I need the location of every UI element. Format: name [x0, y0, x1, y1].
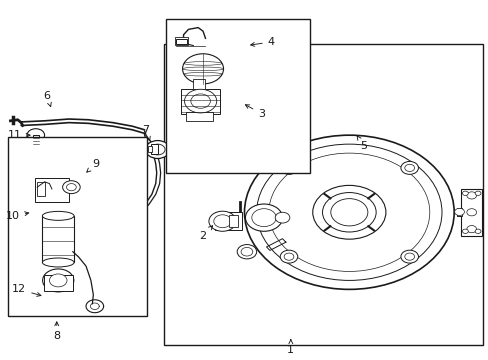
Bar [43, 275, 73, 291]
Circle shape [145, 140, 169, 158]
Circle shape [404, 253, 414, 260]
Circle shape [182, 54, 223, 84]
Bar [174, 37, 188, 45]
Bar [185, 112, 212, 121]
Circle shape [474, 229, 480, 233]
Bar [151, 144, 158, 154]
Circle shape [213, 215, 231, 228]
Circle shape [150, 144, 164, 155]
Text: 4: 4 [250, 37, 274, 47]
Circle shape [275, 212, 289, 223]
Text: 7: 7 [142, 125, 150, 141]
Text: 10: 10 [6, 211, 29, 221]
Text: 12: 12 [12, 284, 41, 296]
Circle shape [49, 274, 67, 287]
Text: 8: 8 [53, 322, 60, 341]
Circle shape [280, 250, 297, 263]
Circle shape [66, 184, 76, 191]
Bar [215, 212, 242, 230]
Circle shape [241, 247, 252, 256]
Circle shape [237, 244, 256, 259]
Circle shape [462, 191, 468, 195]
Circle shape [400, 161, 418, 174]
Bar [181, 89, 220, 114]
Text: 9: 9 [86, 159, 99, 172]
Bar [228, 215, 237, 227]
Circle shape [454, 208, 464, 216]
Circle shape [62, 181, 80, 194]
Circle shape [184, 89, 216, 113]
Ellipse shape [42, 258, 74, 267]
Circle shape [466, 209, 476, 216]
Ellipse shape [42, 211, 74, 220]
Bar [33, 135, 39, 145]
Circle shape [245, 204, 282, 231]
Circle shape [466, 226, 476, 233]
Circle shape [27, 129, 44, 141]
Bar [176, 39, 186, 44]
Text: 5: 5 [356, 136, 366, 151]
Circle shape [404, 164, 414, 171]
Circle shape [280, 161, 297, 174]
Circle shape [251, 209, 276, 226]
Text: 6: 6 [43, 91, 51, 107]
Bar [461, 189, 481, 235]
Bar [42, 216, 74, 262]
Bar [163, 44, 483, 345]
Circle shape [462, 229, 468, 233]
Circle shape [474, 191, 480, 195]
Bar [37, 182, 44, 196]
Circle shape [42, 269, 74, 292]
Circle shape [466, 192, 476, 199]
Circle shape [208, 211, 236, 231]
Bar [166, 19, 310, 173]
Text: 3: 3 [245, 105, 264, 119]
Bar [35, 178, 69, 202]
Bar [8, 137, 147, 316]
Text: 1: 1 [287, 339, 294, 355]
Bar [456, 208, 462, 216]
Bar [193, 78, 205, 89]
Circle shape [284, 164, 293, 171]
Circle shape [400, 250, 418, 263]
Circle shape [190, 94, 210, 108]
Circle shape [284, 253, 293, 260]
Bar [148, 146, 152, 152]
Text: 11: 11 [7, 130, 30, 140]
Text: 2: 2 [199, 226, 212, 240]
